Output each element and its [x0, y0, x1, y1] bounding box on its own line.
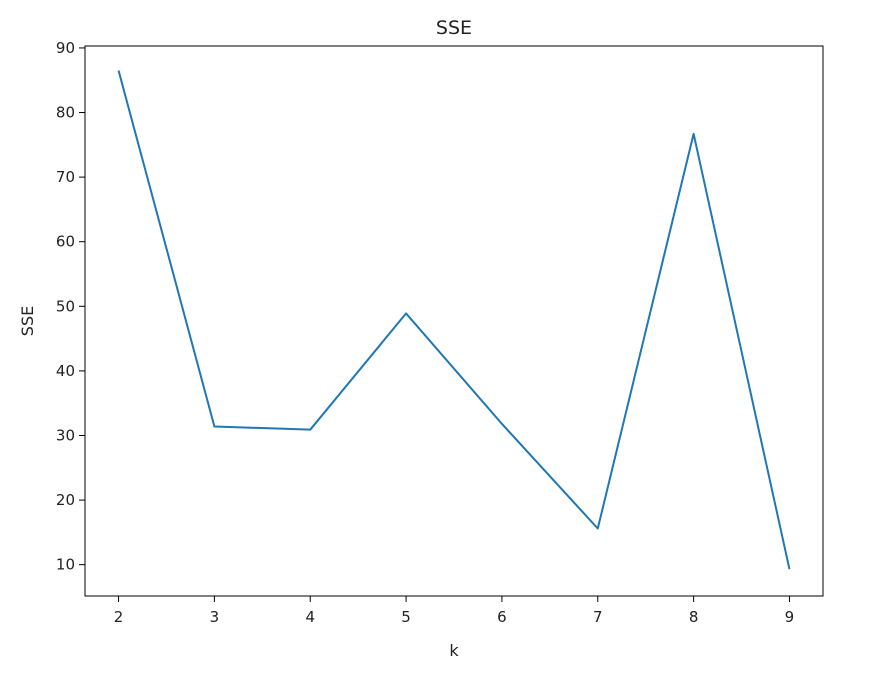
x-axis: 2 3 4 5 6 7 8 9 [114, 596, 794, 626]
y-axis-label: SSE [18, 306, 37, 336]
x-tick-label: 7 [593, 608, 603, 626]
x-tick-label: 6 [497, 608, 507, 626]
x-axis-label: k [449, 641, 459, 660]
y-tick-label: 80 [56, 104, 75, 122]
y-tick-label: 10 [56, 556, 75, 574]
y-tick-label: 20 [56, 491, 75, 509]
x-tick-label: 9 [785, 608, 795, 626]
y-tick-label: 30 [56, 426, 75, 444]
x-tick-label: 5 [401, 608, 411, 626]
y-tick-label: 70 [56, 168, 75, 186]
y-tick-label: 60 [56, 233, 75, 251]
chart-title: SSE [436, 17, 472, 39]
x-tick-label: 3 [210, 608, 220, 626]
series-layer [117, 70, 791, 570]
x-tick-label: 8 [689, 608, 699, 626]
y-tick-label: 50 [56, 297, 75, 315]
x-tick-label: 2 [114, 608, 124, 626]
series-line [117, 70, 791, 570]
y-tick-label: 40 [56, 362, 75, 380]
plot-area [85, 46, 823, 596]
y-tick-label: 90 [56, 39, 75, 57]
x-tick-label: 4 [305, 608, 315, 626]
plot-frame [84, 45, 824, 597]
y-axis: 10 20 30 40 50 60 70 80 90 [56, 39, 85, 574]
